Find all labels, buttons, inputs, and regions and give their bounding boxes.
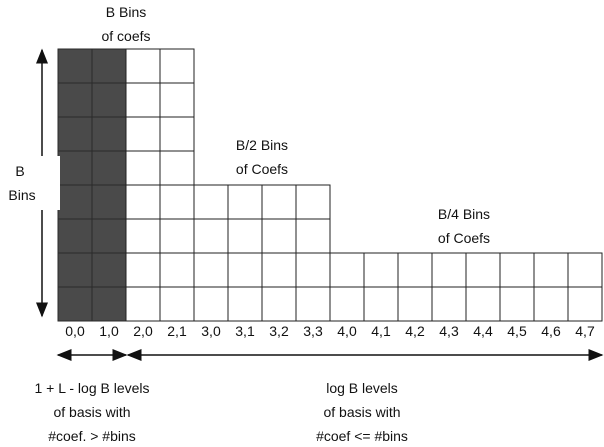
bin-cell-2-1-row3 <box>159 184 195 220</box>
left-axis-label-line1: B <box>15 163 24 179</box>
bin-cell-3-0-row3 <box>193 184 229 220</box>
bin-cell-3-2-row1 <box>261 252 297 288</box>
bin-cell-0-0-row6 <box>57 82 93 118</box>
bottom-left-label-line2: of basis with <box>53 404 130 420</box>
bin-cell-0-0-row2 <box>57 218 93 254</box>
bin-cell-1-0-row0 <box>91 286 127 322</box>
bin-cell-4-7-row0 <box>567 286 603 322</box>
column-label-2-1: 2,1 <box>167 323 187 339</box>
bin-cell-4-0-row0 <box>329 286 365 322</box>
bin-cell-4-1-row1 <box>363 252 399 288</box>
bin-cell-4-2-row1 <box>397 252 433 288</box>
bin-cell-3-1-row2 <box>227 218 263 254</box>
column-label-0-0: 0,0 <box>65 323 85 339</box>
bin-cell-3-0-row2 <box>193 218 229 254</box>
bin-cell-1-0-row3 <box>91 184 127 220</box>
column-label-3-2: 3,2 <box>269 323 289 339</box>
bin-cell-0-0-row1 <box>57 252 93 288</box>
bin-cell-2-1-row1 <box>159 252 195 288</box>
bin-cell-2-0-row6 <box>125 82 161 118</box>
bin-cell-4-7-row1 <box>567 252 603 288</box>
bin-cell-4-3-row0 <box>431 286 467 322</box>
bin-cell-4-4-row0 <box>465 286 501 322</box>
bin-cell-2-0-row7 <box>125 48 161 84</box>
column-label-4-3: 4,3 <box>439 323 459 339</box>
bin-cell-0-0-row4 <box>57 150 93 186</box>
column-label-3-1: 3,1 <box>235 323 255 339</box>
bin-cell-3-2-row0 <box>261 286 297 322</box>
mid-bins-label-line2: of Coefs <box>236 161 288 177</box>
top-bins-label-line1: B Bins <box>106 4 146 20</box>
bin-cell-0-0-row7 <box>57 48 93 84</box>
bin-cell-3-3-row0 <box>295 286 331 322</box>
bin-cell-2-0-row0 <box>125 286 161 322</box>
column-label-4-0: 4,0 <box>337 323 357 339</box>
bin-cell-2-1-row4 <box>159 150 195 186</box>
bottom-left-label-line1: 1 + L - log B levels <box>34 380 149 396</box>
bottom-left-label-line3: #coef. > #bins <box>48 428 136 444</box>
bin-cell-2-1-row7 <box>159 48 195 84</box>
top-bins-label-line2: of coefs <box>101 28 150 44</box>
column-label-4-4: 4,4 <box>473 323 493 339</box>
bin-cell-1-0-row2 <box>91 218 127 254</box>
bin-cell-1-0-row1 <box>91 252 127 288</box>
bin-cell-4-3-row1 <box>431 252 467 288</box>
bin-cell-4-2-row0 <box>397 286 433 322</box>
bin-cell-3-0-row0 <box>193 286 229 322</box>
column-labels: 0,0 1,0 2,0 2,1 3,0 3,1 3,2 3,3 4,0 4,1 4,2 4,3 4,4 4… <box>65 323 595 339</box>
column-label-4-6: 4,6 <box>541 323 561 339</box>
bottom-right-label-line3: #coef <= #bins <box>316 428 408 444</box>
bin-grid <box>57 48 603 322</box>
column-label-2-0: 2,0 <box>133 323 153 339</box>
bin-cell-1-0-row5 <box>91 116 127 152</box>
bin-cell-2-1-row5 <box>159 116 195 152</box>
bin-cell-4-5-row0 <box>499 286 535 322</box>
bin-cell-3-1-row0 <box>227 286 263 322</box>
column-label-3-3: 3,3 <box>303 323 323 339</box>
bin-cell-1-0-row4 <box>91 150 127 186</box>
bottom-right-label-line2: of basis with <box>323 404 400 420</box>
bin-cell-2-0-row1 <box>125 252 161 288</box>
mid-bins-label-line1: B/2 Bins <box>236 137 288 153</box>
bin-cell-4-0-row1 <box>329 252 365 288</box>
bin-cell-4-5-row1 <box>499 252 535 288</box>
right-bins-label-line1: B/4 Bins <box>438 206 490 222</box>
column-label-4-1: 4,1 <box>371 323 391 339</box>
bin-cell-3-3-row1 <box>295 252 331 288</box>
bin-cell-4-6-row0 <box>533 286 569 322</box>
column-label-4-5: 4,5 <box>507 323 527 339</box>
bin-cell-1-0-row7 <box>91 48 127 84</box>
bin-cell-4-4-row1 <box>465 252 501 288</box>
bin-cell-2-1-row0 <box>159 286 195 322</box>
bin-cell-2-0-row3 <box>125 184 161 220</box>
bin-cell-3-0-row1 <box>193 252 229 288</box>
column-label-4-7: 4,7 <box>575 323 595 339</box>
bin-cell-3-1-row1 <box>227 252 263 288</box>
bin-cell-3-2-row2 <box>261 218 297 254</box>
bin-cell-2-1-row6 <box>159 82 195 118</box>
bin-cell-3-3-row3 <box>295 184 331 220</box>
bin-cell-3-3-row2 <box>295 218 331 254</box>
bin-cell-1-0-row6 <box>91 82 127 118</box>
bin-cell-0-0-row3 <box>57 184 93 220</box>
column-label-1-0: 1,0 <box>99 323 119 339</box>
bin-cell-3-1-row3 <box>227 184 263 220</box>
bin-cell-0-0-row0 <box>57 286 93 322</box>
left-axis-label-line2: Bins <box>8 187 35 203</box>
bin-cell-2-0-row4 <box>125 150 161 186</box>
bin-cell-2-0-row5 <box>125 116 161 152</box>
bin-cell-0-0-row5 <box>57 116 93 152</box>
column-label-3-0: 3,0 <box>201 323 221 339</box>
bin-cell-3-2-row3 <box>261 184 297 220</box>
column-label-4-2: 4,2 <box>405 323 425 339</box>
bin-cell-2-0-row2 <box>125 218 161 254</box>
bin-cell-4-1-row0 <box>363 286 399 322</box>
vertical-label-backdrop <box>10 156 60 210</box>
bin-cell-4-6-row1 <box>533 252 569 288</box>
bottom-right-label-line1: log B levels <box>326 380 398 396</box>
right-bins-label-line2: of Coefs <box>438 230 490 246</box>
bin-cell-2-1-row2 <box>159 218 195 254</box>
